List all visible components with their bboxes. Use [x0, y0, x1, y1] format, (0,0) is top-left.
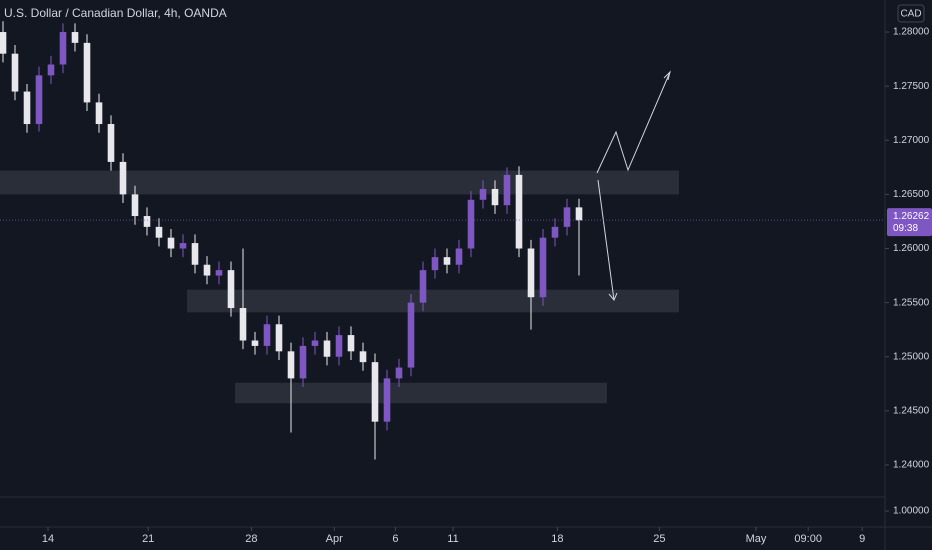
- y-tick-label: 1.28000: [893, 27, 930, 38]
- y-tick-label: 1.27000: [893, 135, 930, 146]
- candle-body: [107, 124, 115, 162]
- candle-body: [275, 324, 283, 352]
- candle-body: [143, 216, 151, 227]
- candle-body: [59, 32, 67, 65]
- x-tick-label: 18: [551, 533, 563, 545]
- candle-body: [539, 237, 547, 298]
- y-tick-label: 1.26000: [893, 243, 930, 254]
- lower-pane-tick-label: 1.00000: [893, 506, 930, 517]
- x-tick-label: 09:00: [794, 533, 822, 545]
- last-price-box: [887, 208, 932, 237]
- candle-body: [383, 378, 391, 422]
- x-tick-label: 9: [859, 533, 865, 545]
- candle-body: [431, 257, 439, 271]
- x-tick-label: 6: [392, 533, 398, 545]
- candle-body: [407, 302, 415, 368]
- candle-body: [251, 340, 259, 346]
- candle-body: [263, 324, 271, 346]
- candle-body: [299, 345, 307, 379]
- x-tick-label: 21: [142, 533, 154, 545]
- candle-body: [47, 64, 55, 76]
- candle-body: [131, 194, 139, 217]
- candle-body: [455, 248, 463, 265]
- candle-body: [23, 91, 31, 125]
- x-tick-label: 25: [653, 533, 665, 545]
- candle-body: [551, 226, 559, 238]
- y-tick-label: 1.25000: [893, 351, 930, 362]
- y-tick-label: 1.25500: [893, 297, 930, 308]
- candle-body: [575, 207, 583, 221]
- candle-body: [227, 270, 235, 309]
- down-scenario-arrow: [597, 179, 615, 301]
- candle-body: [179, 243, 187, 249]
- candle-body: [395, 367, 403, 379]
- candle-body: [203, 264, 211, 276]
- y-tick-label: 1.24500: [893, 405, 930, 416]
- candle-body: [347, 335, 355, 352]
- candle-body: [155, 226, 163, 238]
- x-tick-label: Apr: [326, 533, 343, 545]
- x-tick-label: 14: [42, 533, 54, 545]
- candle-body: [35, 75, 43, 125]
- candle-body: [167, 237, 175, 249]
- candle-body: [311, 340, 319, 346]
- candle-body: [359, 351, 367, 363]
- x-tick-label: 28: [245, 533, 257, 545]
- chart-title: U.S. Dollar / Canadian Dollar, 4h, OANDA: [4, 6, 227, 20]
- candle-body: [239, 308, 247, 341]
- last-price-label: 1.26262: [893, 211, 930, 222]
- arrow-head: [663, 70, 671, 81]
- y-tick-label: 1.26500: [893, 189, 930, 200]
- currency-box: [897, 4, 925, 23]
- candle-body: [419, 270, 427, 303]
- currency: CAD: [900, 9, 921, 20]
- y-tick-label: 1.27500: [893, 81, 930, 92]
- candle-body: [119, 161, 127, 195]
- candle-body: [467, 199, 475, 249]
- candle-body: [527, 248, 535, 298]
- up-scenario-arrow: [596, 71, 671, 174]
- candle-body: [215, 270, 223, 276]
- zone: [234, 382, 607, 404]
- axes: 1.24500 1.24000 1.25000 1.25500 1.26000 1.265…: [0, 27, 932, 545]
- candle-body: [335, 335, 343, 357]
- x-tick-label: 11: [447, 533, 458, 545]
- candles: [0, 21, 583, 460]
- candle-body: [11, 53, 19, 92]
- arrow-head: [608, 292, 618, 301]
- y-tick-label: 1.24000: [893, 460, 930, 471]
- candle-body: [563, 207, 571, 227]
- candle-body: [443, 257, 451, 265]
- candle-body: [491, 188, 499, 206]
- zone: [0, 170, 679, 195]
- candle-body: [287, 351, 295, 379]
- candle-body: [191, 243, 199, 265]
- candle-body: [503, 174, 511, 206]
- candle-body: [0, 32, 7, 54]
- candle-body: [95, 102, 103, 125]
- candle-body: [479, 188, 487, 200]
- candle-body: [83, 42, 91, 103]
- countdown: 09:38: [893, 223, 918, 234]
- candle-body: [371, 362, 379, 422]
- zone: [186, 289, 679, 313]
- candle-body: [71, 32, 79, 43]
- x-tick-label: May: [746, 533, 767, 545]
- candle-body: [515, 174, 523, 249]
- candle-body: [323, 340, 331, 357]
